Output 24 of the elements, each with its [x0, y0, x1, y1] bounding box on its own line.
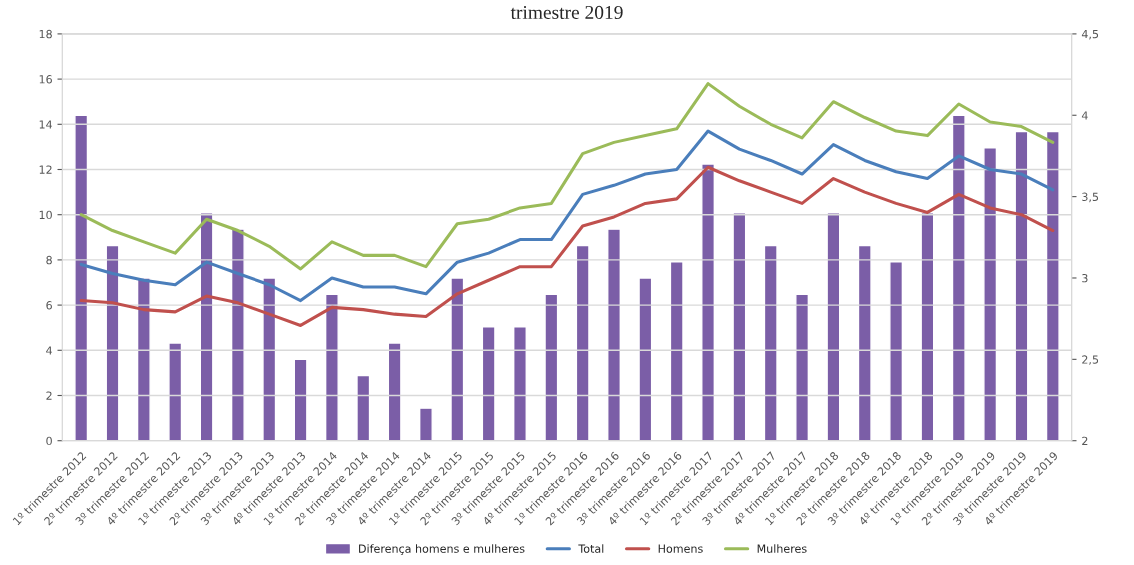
line-series — [79, 82, 1055, 271]
y2-tick-label: 3,5 — [1082, 192, 1099, 203]
y-tick-label: 2 — [46, 391, 52, 400]
y-tick-label: 10 — [39, 210, 52, 220]
legend-label: Mulheres — [757, 544, 807, 553]
y-tick-label: 4 — [46, 346, 53, 355]
y-tick-label: 8 — [46, 255, 52, 265]
chart-title: trimestre 2019 — [510, 5, 623, 19]
y-tick-label: 0 — [46, 436, 52, 446]
y-tick-label: 16 — [39, 75, 52, 84]
y2-tick-label: 3 — [1082, 273, 1088, 283]
line-series — [79, 129, 1055, 303]
legend-label: Total — [578, 544, 604, 553]
y-tick-label: 18 — [39, 29, 52, 39]
y-tick-label: 12 — [39, 165, 52, 174]
legend-label: Homens — [658, 544, 703, 553]
y2-tick-label: 4,5 — [1081, 30, 1099, 40]
y2-tick-label: 4 — [1081, 111, 1088, 120]
line-series — [79, 165, 1055, 327]
legend-label: Diferença homens e mulheres — [359, 544, 525, 555]
y2-tick-label: 2,5 — [1082, 355, 1099, 365]
y-tick-label: 6 — [46, 301, 52, 310]
y-tick-label: 14 — [39, 120, 53, 129]
y2-tick-label: 2 — [1082, 436, 1088, 445]
